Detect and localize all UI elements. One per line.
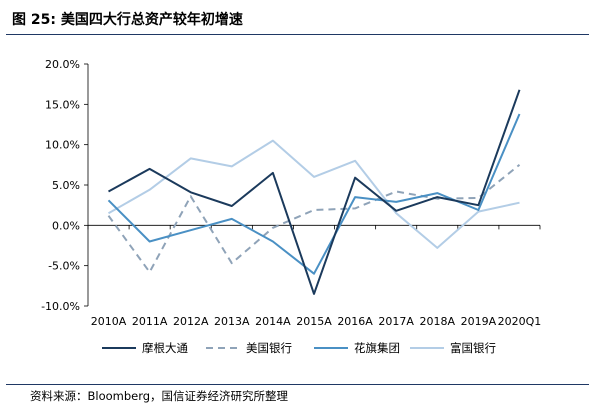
y-tick-label: 15.0%: [45, 98, 80, 111]
chart-axes: -10.0% -5.0% 0.0% 5.0% 10.0% 15.0% 20.0% 2010A 2…: [41, 58, 541, 328]
source-note: 资料来源：Bloomberg，国信证券经济研究所整理: [30, 389, 289, 403]
footer-divider: [6, 384, 589, 385]
y-tick-label: -10.0%: [41, 300, 80, 313]
x-tick-label: 2010A: [91, 315, 127, 328]
series-line-3: [107, 113, 521, 275]
x-tick-label: 2011A: [132, 315, 168, 328]
legend-label-1: 摩根大通: [142, 341, 188, 355]
x-tick-label: 2014A: [255, 315, 291, 328]
chart-series: [107, 89, 521, 295]
series-line-4: [108, 139, 520, 249]
y-tick-label: 10.0%: [45, 139, 80, 152]
series-line-1: [108, 89, 521, 295]
legend-label-2: 美国银行: [246, 341, 292, 355]
chart-legend: 摩根大通 美国银行 花旗集团 富国银行: [102, 341, 496, 355]
x-tick-label: 2012A: [173, 315, 209, 328]
legend-label-3: 花旗集团: [354, 341, 400, 355]
y-tick-label: 5.0%: [52, 179, 80, 192]
y-tick-label: -5.0%: [48, 260, 80, 273]
x-tick-label: 2018A: [420, 315, 456, 328]
x-tick-label: 2020Q1: [498, 315, 542, 328]
x-tick-label: 2015A: [296, 315, 332, 328]
chart-title: 图 25: 美国四大行总资产较年初增速: [12, 12, 243, 28]
x-tick-label: 2017A: [378, 315, 414, 328]
x-tick-label: 2019A: [461, 315, 497, 328]
x-tick-label: 2013A: [214, 315, 250, 328]
y-tick-label: 0.0%: [52, 219, 80, 232]
y-tick-label: 20.0%: [45, 58, 80, 71]
x-tick-label: 2016A: [337, 315, 373, 328]
title-bar: 图 25: 美国四大行总资产较年初增速: [6, 6, 589, 35]
legend-label-4: 富国银行: [450, 341, 496, 355]
